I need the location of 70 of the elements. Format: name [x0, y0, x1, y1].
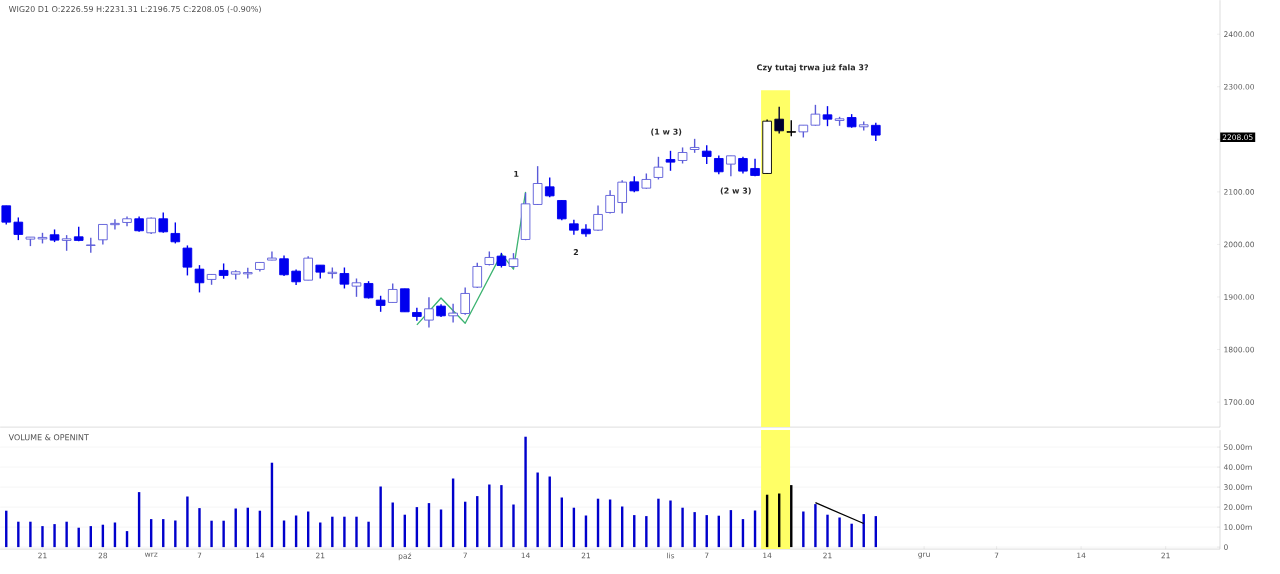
annotation: (2 w 3) [720, 187, 751, 195]
candlestick [653, 156, 664, 181]
candlestick [387, 282, 398, 304]
candlestick [593, 204, 603, 232]
candlestick [110, 218, 120, 231]
annotation: 2 [573, 249, 579, 255]
candlestick [1, 205, 12, 226]
bar [814, 504, 817, 548]
candlestick [303, 255, 313, 281]
candlestick [714, 154, 724, 175]
bar [488, 484, 491, 548]
candlestick [13, 216, 24, 241]
bar [331, 516, 334, 548]
line-series [416, 191, 527, 326]
candlestick [460, 286, 470, 316]
candlestick [339, 266, 350, 290]
bar [355, 516, 358, 548]
candlestick [532, 165, 543, 206]
bar [379, 486, 382, 548]
bar [41, 526, 44, 548]
annotation: 1 [514, 170, 519, 177]
bar [65, 521, 68, 548]
bar [669, 500, 672, 548]
candlestick [351, 277, 362, 298]
bar [681, 507, 684, 548]
bar [826, 514, 829, 548]
candlestick [617, 179, 627, 215]
candlestick [871, 122, 881, 142]
bar [222, 520, 225, 548]
candlestick [701, 144, 712, 165]
candlestick [448, 303, 458, 324]
candlestick [726, 155, 736, 177]
candlestick [822, 105, 833, 127]
bar [850, 523, 853, 548]
candlestick [98, 223, 108, 246]
candlestick [774, 106, 784, 135]
bar [53, 524, 56, 548]
bar [29, 521, 32, 548]
text: WIG20 D1 O:2226.59 H:2231.31 L:2196.75 C:2208.05 (-0.90%) [8, 5, 261, 13]
bar [512, 504, 515, 548]
bar [343, 516, 346, 548]
candlestick [182, 244, 193, 277]
candlestick [279, 254, 289, 277]
bar [17, 521, 20, 548]
bar [802, 511, 805, 548]
annotation: (1 w 3) [651, 128, 682, 136]
candlestick [267, 250, 277, 261]
bar [500, 485, 503, 548]
bar [174, 520, 177, 548]
candlestick [557, 199, 567, 221]
annotation: Czy tutaj trwa już fala 3? [756, 64, 869, 72]
candlestick [158, 211, 169, 234]
bar [838, 517, 841, 548]
candlestick [194, 264, 205, 294]
bar [536, 472, 539, 548]
bar [367, 521, 370, 548]
candlestick [810, 104, 821, 127]
bar [524, 436, 527, 548]
bar [198, 508, 201, 548]
candlestick [170, 221, 181, 245]
chart-title: VOLUME & OPENINT [8, 434, 89, 441]
bar [210, 520, 213, 548]
candlestick [472, 262, 483, 289]
candlestick [424, 296, 434, 329]
bar [186, 496, 189, 548]
candlestick [665, 150, 676, 172]
candlestick [400, 288, 410, 313]
bar [693, 512, 696, 548]
bar [657, 498, 660, 548]
bar [645, 516, 648, 548]
